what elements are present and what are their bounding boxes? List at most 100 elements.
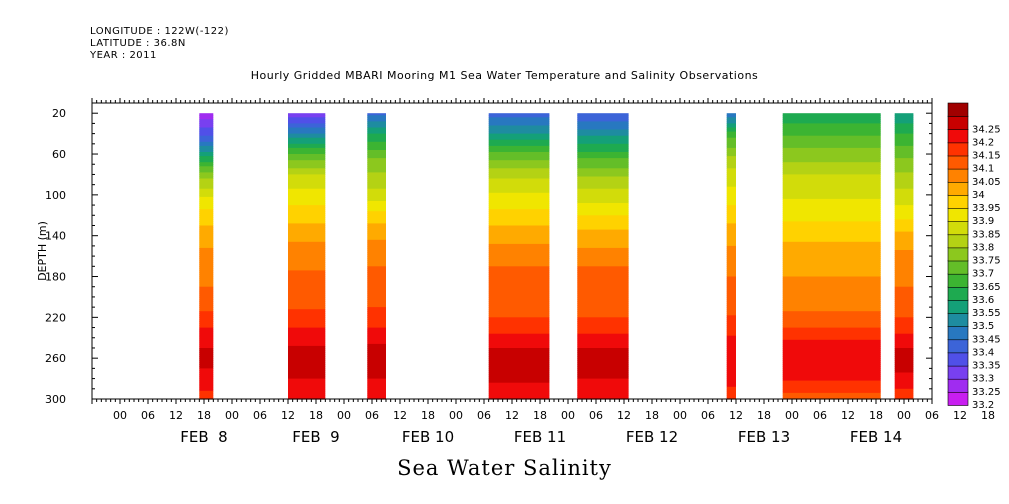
colorbar-label: 34 <box>972 190 985 201</box>
heatmap-cell <box>199 264 214 267</box>
heatmap-cell <box>782 311 881 314</box>
colorbar-label: 33.3 <box>972 374 994 385</box>
heatmap-cell <box>894 188 914 192</box>
heatmap-cell <box>199 372 214 376</box>
heatmap-cell <box>577 115 629 118</box>
heatmap-cell <box>577 256 629 259</box>
heatmap-cell <box>726 194 736 198</box>
heatmap-cell <box>577 301 629 304</box>
heatmap-cell <box>288 366 326 369</box>
y-tick-label: 60 <box>52 148 66 161</box>
heatmap-cell <box>577 331 629 335</box>
heatmap-cell <box>288 145 326 149</box>
heatmap-cell <box>199 284 214 288</box>
heatmap-cell <box>782 221 881 224</box>
heatmap-cell <box>577 243 629 247</box>
heatmap-cell <box>782 352 881 355</box>
heatmap-cell <box>577 362 629 365</box>
heatmap-cell <box>488 376 550 380</box>
heatmap-cell <box>782 376 881 380</box>
heatmap-cell <box>367 145 386 149</box>
colorbar-swatch <box>947 299 969 314</box>
heatmap-cell <box>367 321 386 324</box>
salinity-segment-7 <box>782 113 881 400</box>
heatmap-cell <box>288 170 326 173</box>
heatmap-cell <box>199 341 214 345</box>
heatmap-cell <box>199 229 214 233</box>
colorbar: 33.2 33.25 33.3 33.35 33.4 33.45 33.5 33.55 33.6… <box>947 102 1001 411</box>
heatmap-cell <box>199 397 214 400</box>
heatmap-cell <box>577 233 629 237</box>
heatmap-cell <box>288 156 326 159</box>
heatmap-cell <box>199 186 214 190</box>
heatmap-cell <box>726 331 736 335</box>
heatmap-cell <box>894 184 914 188</box>
heatmap-cell <box>894 380 914 384</box>
heatmap-cell <box>894 317 914 320</box>
colorbar-label: 33.25 <box>972 387 1001 398</box>
heatmap-cell <box>894 333 914 337</box>
heatmap-cell <box>199 286 214 290</box>
heatmap-cell <box>894 129 914 133</box>
heatmap-cell <box>726 139 736 143</box>
heatmap-cell <box>367 213 386 216</box>
heatmap-cell <box>782 278 881 282</box>
heatmap-cell <box>577 339 629 343</box>
heatmap-cell <box>288 268 326 271</box>
heatmap-cell <box>782 223 881 226</box>
heatmap-cell <box>577 194 629 198</box>
colorbar-swatch <box>947 115 969 130</box>
colorbar-swatch <box>947 260 969 275</box>
heatmap-cell <box>577 266 629 269</box>
heatmap-cell <box>367 131 386 135</box>
heatmap-cell <box>577 307 629 310</box>
heatmap-cell <box>288 190 326 194</box>
heatmap-cell <box>726 368 736 371</box>
colorbar-swatch <box>947 129 969 144</box>
x-tick-label: 06 <box>141 409 155 422</box>
heatmap-cell <box>577 123 629 126</box>
heatmap-cell <box>894 135 914 139</box>
colorbar-label: 33.9 <box>972 216 994 227</box>
heatmap-cell <box>367 374 386 378</box>
heatmap-cell <box>488 309 550 312</box>
heatmap-cell <box>199 339 214 343</box>
heatmap-cell <box>726 388 736 392</box>
heatmap-cell <box>199 158 214 161</box>
heatmap-cell <box>367 276 386 280</box>
heatmap-cell <box>577 207 629 210</box>
heatmap-cell <box>726 192 736 196</box>
heatmap-cell <box>782 131 881 135</box>
heatmap-cell <box>782 288 881 292</box>
heatmap-cell <box>488 250 550 253</box>
heatmap-cell <box>894 382 914 386</box>
heatmap-cell <box>577 250 629 253</box>
heatmap-cell <box>726 127 736 131</box>
heatmap-cell <box>288 158 326 161</box>
heatmap-cell <box>288 339 326 343</box>
heatmap-cell <box>488 119 550 122</box>
colorbar-swatch <box>947 142 969 157</box>
heatmap-cell <box>288 350 326 353</box>
heatmap-cell <box>288 343 326 347</box>
y-tick-label: 180 <box>45 271 66 284</box>
heatmap-cell <box>894 301 914 304</box>
heatmap-cell <box>894 172 914 175</box>
heatmap-cell <box>488 186 550 190</box>
heatmap-cell <box>782 121 881 124</box>
heatmap-cell <box>488 203 550 206</box>
heatmap-cell <box>288 192 326 196</box>
heatmap-cell <box>199 348 214 351</box>
heatmap-cell <box>726 376 736 380</box>
heatmap-cell <box>894 211 914 214</box>
heatmap-cell <box>199 215 214 218</box>
heatmap-cell <box>577 278 629 282</box>
heatmap-cell <box>577 254 629 257</box>
heatmap-cell <box>367 384 386 388</box>
heatmap-cell <box>726 201 736 204</box>
heatmap-cell <box>726 305 736 308</box>
heatmap-cell <box>199 135 214 139</box>
colorbar-label: 34.2 <box>972 137 994 148</box>
heatmap-cell <box>894 137 914 141</box>
heatmap-cell <box>894 376 914 380</box>
